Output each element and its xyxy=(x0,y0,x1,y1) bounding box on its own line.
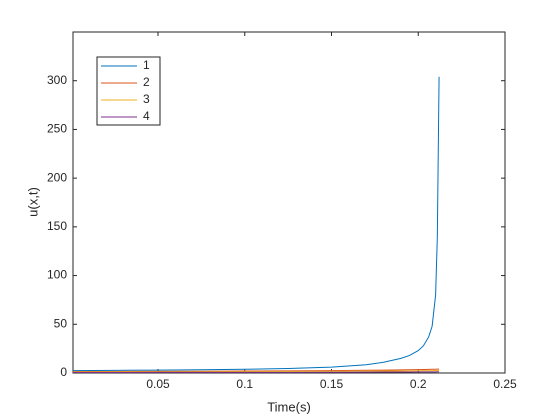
x-tick-label: 0.15 xyxy=(320,377,344,391)
x-tick-label: 0.05 xyxy=(146,377,170,391)
y-tick-label: 0 xyxy=(60,365,67,379)
y-tick-label: 50 xyxy=(54,316,68,330)
legend-label: 2 xyxy=(143,75,150,89)
series-line xyxy=(72,76,440,372)
y-tick-label: 300 xyxy=(47,73,67,87)
y-tick-label: 250 xyxy=(47,122,67,136)
x-tick-label: 0.25 xyxy=(493,377,517,391)
x-tick-label: 0.1 xyxy=(236,377,253,391)
legend-label: 4 xyxy=(143,109,150,123)
y-tick-label: 200 xyxy=(47,170,67,184)
series-line xyxy=(73,371,440,374)
series-line xyxy=(72,369,440,373)
x-tick-label: 0.2 xyxy=(410,377,427,391)
legend xyxy=(96,56,161,126)
legend-label: 1 xyxy=(143,58,150,72)
y-tick-label: 100 xyxy=(47,268,67,282)
y-tick-label: 150 xyxy=(47,219,67,233)
x-axis-label: Time(s) xyxy=(267,399,311,414)
legend-label: 3 xyxy=(143,92,150,106)
y-axis-label: u(x,t) xyxy=(25,187,40,217)
